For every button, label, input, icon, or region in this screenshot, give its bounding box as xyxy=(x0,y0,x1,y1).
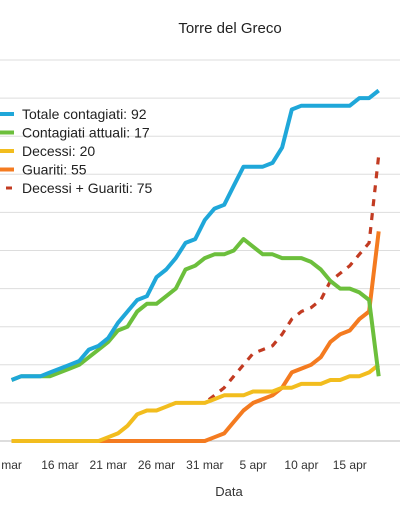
legend-label: Contagiati attuali: 17 xyxy=(22,125,150,141)
x-tick-label: 10 apr xyxy=(284,458,318,472)
series-line-1 xyxy=(10,237,381,382)
x-tick-label: mar xyxy=(1,458,22,472)
legend-label: Decessi + Guariti: 75 xyxy=(22,180,153,196)
series-line-3 xyxy=(11,231,381,443)
legend: Totale contagiati: 92 Contagiati attuali:… xyxy=(0,106,153,196)
x-tick-label: 21 mar xyxy=(90,458,127,472)
chart-title: Torre del Greco xyxy=(178,20,282,37)
series-lines xyxy=(10,88,381,443)
x-tick-label: 26 mar xyxy=(138,458,175,472)
legend-label: Guariti: 55 xyxy=(22,162,87,178)
series-line-4 xyxy=(11,155,381,443)
series-line-2 xyxy=(11,363,380,443)
legend-label: Decessi: 20 xyxy=(22,143,95,159)
x-tick-label: 31 mar xyxy=(186,458,223,472)
x-tick-labels: mar 16 mar 21 mar 26 mar 31 mar 5 apr 10 apr 15… xyxy=(1,458,367,472)
x-tick-label: 5 apr xyxy=(239,458,266,472)
legend-label: Totale contagiati: 92 xyxy=(22,106,147,122)
series-line-0 xyxy=(10,88,380,382)
x-tick-label: 15 apr xyxy=(333,458,367,472)
x-tick-label: 16 mar xyxy=(41,458,78,472)
x-axis-title: Data xyxy=(215,484,243,499)
